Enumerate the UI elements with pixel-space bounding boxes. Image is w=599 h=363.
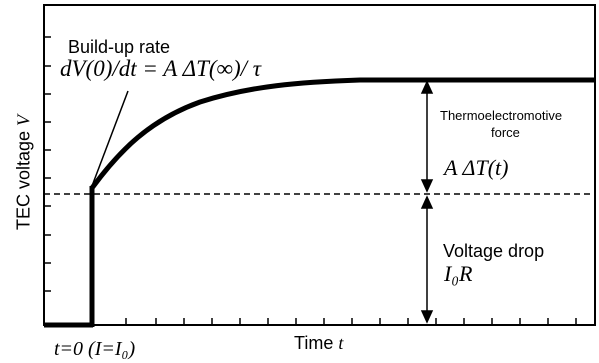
t0-label: t=0 (I=I₀)	[54, 338, 136, 360]
y-ticks	[44, 36, 51, 292]
x-axis-var: t	[338, 333, 344, 353]
x-axis-text: Time	[294, 333, 339, 353]
thermo-formula: A ΔT(t)	[444, 155, 509, 180]
tangent-line	[91, 90, 129, 187]
y-axis-text: TEC voltage	[13, 125, 34, 231]
buildup-curve	[89, 77, 595, 190]
drop-title: Voltage drop	[443, 241, 545, 261]
drop-arrow	[420, 195, 434, 324]
buildup-formula: dV(0)/dt = A ΔT(∞)/ τ	[60, 56, 262, 81]
thermo-arrow	[420, 80, 434, 193]
y-axis-var: V	[13, 114, 34, 126]
thermo-label-line2: force	[491, 125, 520, 140]
x-axis-label: Time t	[294, 334, 343, 352]
thermo-label-line1: Thermoelectromotive	[440, 108, 563, 123]
drop-formula: I₀R	[444, 261, 473, 286]
y-axis-label: TEC voltage V	[14, 113, 35, 233]
buildup-title: Build-up rate	[68, 37, 171, 57]
plot-frame	[43, 4, 596, 326]
x-ticks	[125, 318, 577, 325]
